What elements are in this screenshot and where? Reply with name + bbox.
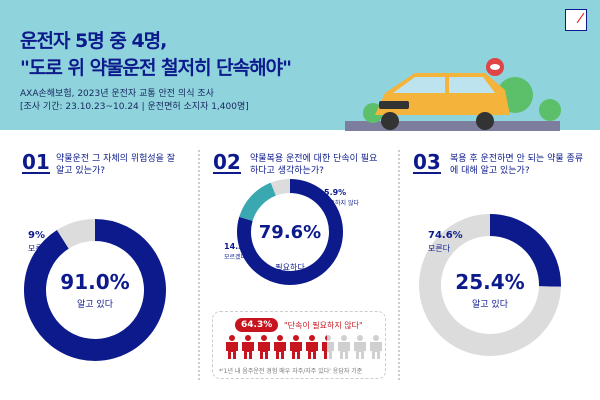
question-3: 복용 후 운전하면 안 되는 약물 종류에 대해 알고 있는가?: [450, 154, 584, 176]
question-number-2: 02: [213, 150, 241, 174]
question-2: 약물복용 운전에 대한 단속이 필요하다고 생각하는가?: [250, 154, 378, 176]
person-icon: [226, 335, 238, 359]
subtitle-line-1: AXA손해보험, 2023년 운전자 교통 안전 의식 조사: [20, 89, 214, 99]
title-line-1: 운전자 5명 중 4명,: [20, 30, 167, 52]
data-label-main-1: 91.0%: [60, 270, 130, 294]
callout-box: [212, 311, 386, 379]
donut-slice-2-2: [239, 182, 277, 222]
donut-slice-2-3: [270, 179, 291, 196]
person-icon: [370, 335, 382, 359]
question-number-1: 01: [22, 150, 50, 174]
question-1: 약물운전 그 자체의 위험성을 잘 알고 있는가?: [56, 154, 176, 176]
divider: [198, 150, 200, 380]
slice-label-2c: 필요하지 않다: [324, 200, 360, 207]
subtitle: AXA손해보험, 2023년 운전자 교통 안전 의식 조사 [조사 기간: 23…: [20, 88, 249, 114]
donut-slice-3-1: [489, 214, 561, 287]
donut-slice-1-1: [24, 219, 166, 361]
data-label-2b: 14.5%: [224, 242, 252, 251]
slice-label-2b: 모르겠다: [224, 254, 247, 261]
donut-slice-3-2: [419, 214, 561, 356]
person-icon: [338, 335, 350, 359]
data-label-2c: 5.9%: [324, 188, 347, 197]
person-icon: [290, 335, 302, 359]
car-illustration: [345, 58, 561, 131]
page-title: 운전자 5명 중 4명, "도로 위 약물운전 철저히 단속해야": [20, 28, 292, 82]
data-label-minor-1: 9%: [28, 230, 45, 241]
divider: [398, 150, 400, 380]
callout-badge: 64.3%: [235, 318, 279, 332]
slice-label-main-2: 필요하다: [275, 263, 305, 272]
person-icon: [306, 335, 318, 359]
slice-label-main-1: 알고 있다: [77, 300, 113, 310]
person-icon: [354, 335, 366, 359]
donut-slice-2-1: [237, 179, 343, 285]
callout-quote: "단속이 필요하지 않다": [284, 321, 363, 330]
callout-note: *'1년 내 음주운전 경험 매우 자주/자주 있다' 응답자 기준: [219, 368, 363, 375]
axa-logo: [565, 9, 587, 31]
person-icon: [242, 335, 254, 359]
data-label-minor-3: 74.6%: [428, 230, 463, 241]
person-icon: [258, 335, 270, 359]
slice-label-minor-1: 모른다: [28, 244, 51, 253]
subtitle-line-2: [조사 기간: 23.10.23~10.24 | 운전면허 소지자 1,400명…: [20, 102, 249, 112]
donut-slice-1-2: [56, 219, 96, 249]
data-label-main-3: 25.4%: [455, 270, 525, 294]
person-icon: [274, 335, 286, 359]
title-line-2: "도로 위 약물운전 철저히 단속해야": [20, 57, 292, 79]
slice-label-main-3: 알고 있다: [472, 300, 508, 310]
slice-label-minor-3: 모른다: [428, 244, 451, 253]
question-number-3: 03: [413, 150, 441, 174]
person-icon: [322, 335, 334, 359]
data-label-main-2: 79.6%: [258, 222, 322, 243]
